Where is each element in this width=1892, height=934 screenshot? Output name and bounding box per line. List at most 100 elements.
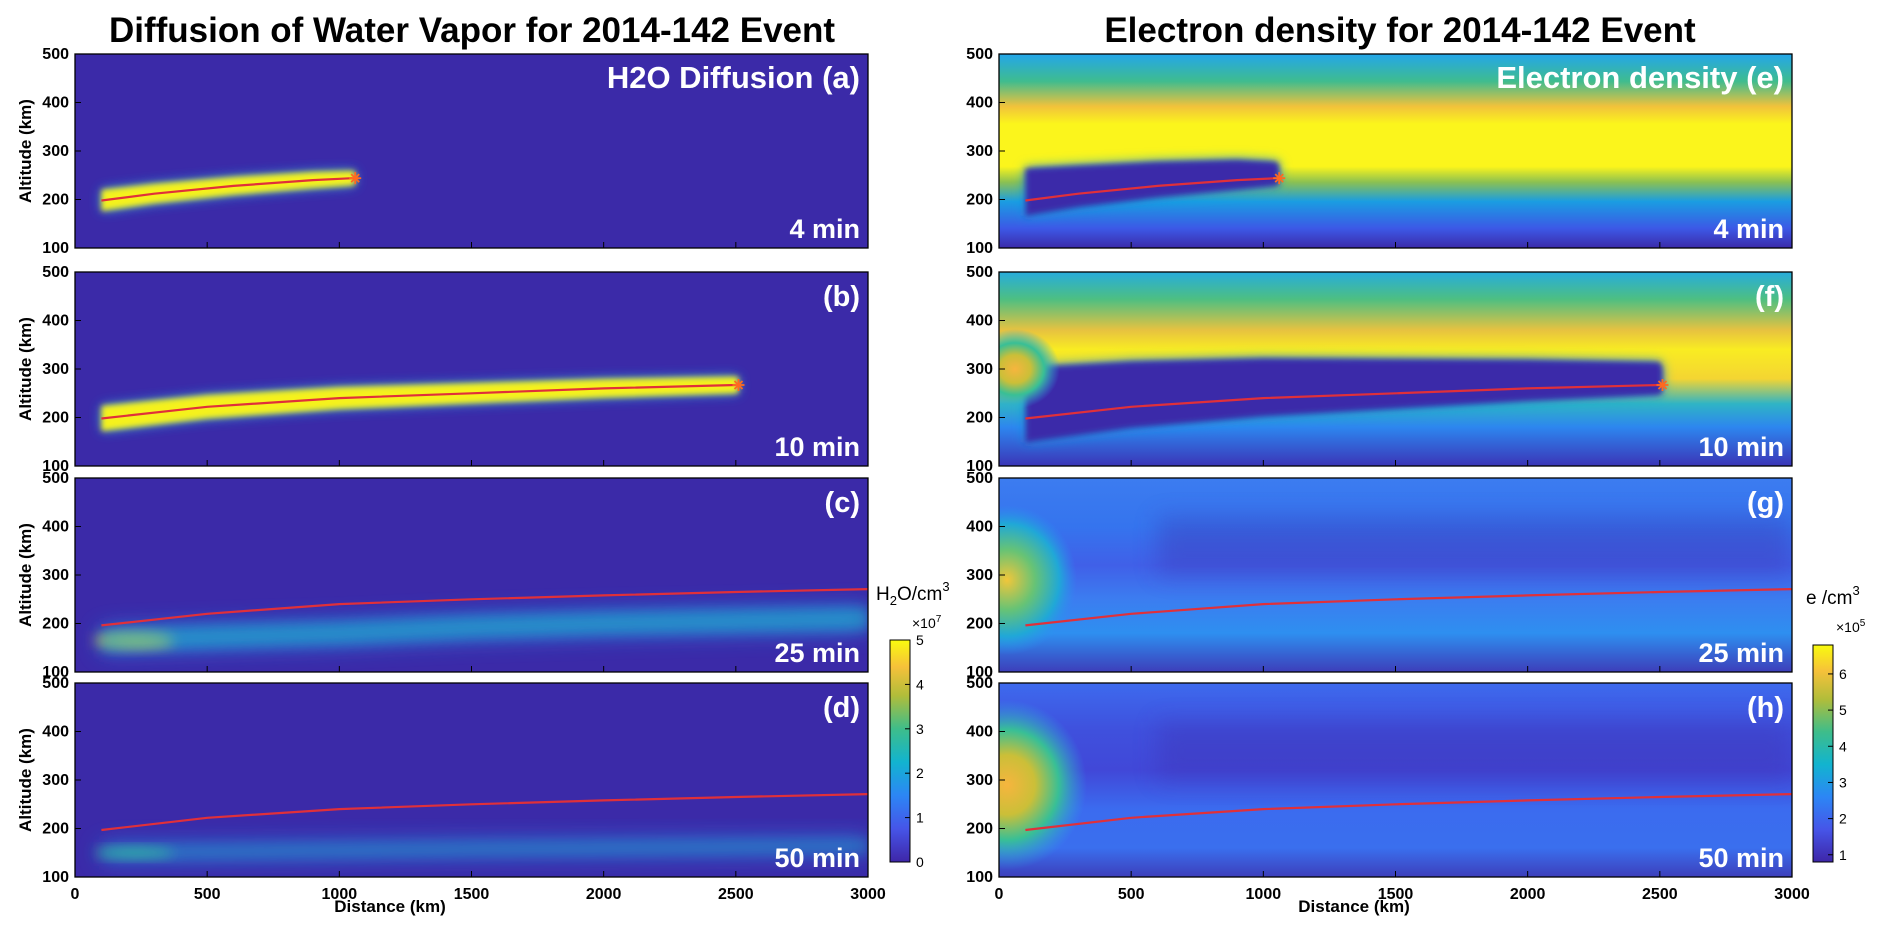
- colorbar-tick-label: 5: [1839, 702, 1847, 718]
- marker-stroke: [350, 173, 360, 183]
- y-tick-label: 200: [966, 821, 993, 838]
- panel-plot-area: [999, 478, 1792, 672]
- colorbar-tick-label: 5: [916, 632, 924, 648]
- y-tick-label: 500: [966, 675, 993, 692]
- panel-h: 100 200 300 400 500 0 500 1000 1500 2000 2500 3000 (…: [966, 675, 1810, 903]
- y-tick-label: 200: [42, 616, 69, 633]
- x-tick-label: 1000: [1246, 886, 1282, 903]
- x-tick-label: 2000: [1510, 886, 1546, 903]
- y-tick-label: 400: [966, 95, 993, 112]
- colorbar-tick-label: 4: [916, 676, 924, 692]
- panel-time-label: 50 min: [774, 843, 860, 873]
- release-point-marker: [1273, 172, 1286, 185]
- trajectory-line: [1025, 588, 1792, 627]
- y-tick-label: 500: [42, 264, 69, 281]
- panel-g: 100 200 300 400 500 (g) 25 min: [966, 470, 1793, 681]
- x-tick-label: 1500: [1378, 886, 1414, 903]
- panel-a: 100 200 300 400 500 Altitude (km) H2O Diffusio…: [16, 46, 869, 257]
- panel-e: 100 200 300 400 500 Electron density (e) 4 min: [966, 46, 1793, 257]
- heatmap-background: [75, 272, 868, 466]
- panel-time-label: 4 min: [1713, 214, 1784, 244]
- panel-header: (c): [825, 487, 860, 519]
- trajectory-line: [101, 588, 868, 627]
- panel-header: H2O Diffusion (a): [607, 60, 860, 95]
- marker-stroke: [1657, 380, 1668, 390]
- y-tick-label: 500: [966, 46, 993, 63]
- x-tick-label: 2500: [718, 886, 754, 903]
- x-tick-label: 500: [194, 886, 221, 903]
- panel-plot-area: [75, 54, 868, 248]
- colorbar-right: 1 2 3 4 5 6 e /cm3 ×105: [1806, 583, 1866, 863]
- y-tick-label: 300: [42, 567, 69, 584]
- panel-header: (h): [1747, 692, 1784, 724]
- right-title: Electron density for 2014-142 Event: [1104, 11, 1696, 50]
- plume-core: [101, 607, 868, 652]
- y-axis-label: Altitude (km): [16, 317, 35, 421]
- y-tick-label: 500: [42, 470, 69, 487]
- colorbars: 0 1 2 3 4 5 H2O/cm3 ×107 1 2 3 4 5 6 e /cm3 ×105: [876, 579, 1866, 870]
- left-title: Diffusion of Water Vapor for 2014-142 Ev…: [109, 11, 835, 50]
- marker-stroke: [733, 380, 744, 390]
- x-tick-label: 3000: [850, 886, 886, 903]
- x-tick-label: 3000: [1774, 886, 1810, 903]
- panel-plot-area: [75, 683, 868, 877]
- panel-time-label: 4 min: [789, 214, 860, 244]
- panel-plot-area: [999, 272, 1792, 466]
- panel-time-label: 25 min: [774, 638, 860, 668]
- x-tick-label: 0: [71, 886, 80, 903]
- heatmap-background: [999, 54, 1792, 248]
- trajectory-line: [101, 793, 868, 832]
- y-tick-label: 100: [42, 240, 69, 257]
- trajectory-line: [1025, 177, 1277, 202]
- panel-time-label: 10 min: [774, 432, 860, 462]
- release-point-marker: [1656, 379, 1669, 392]
- y-tick-label: 200: [42, 821, 69, 838]
- y-tick-label: 100: [966, 458, 993, 475]
- panel-plot-area: [999, 683, 1792, 877]
- y-tick-label: 100: [42, 458, 69, 475]
- panel-time-label: 10 min: [1698, 432, 1784, 462]
- colorbar-multiplier: ×105: [1836, 618, 1866, 635]
- y-tick-label: 500: [966, 264, 993, 281]
- panel-plot-area: [999, 54, 1792, 248]
- y-tick-label: 500: [42, 675, 69, 692]
- y-tick-label: 300: [966, 772, 993, 789]
- y-tick-label: 400: [42, 519, 69, 536]
- y-tick-label: 300: [42, 361, 69, 378]
- y-tick-label: 200: [966, 616, 993, 633]
- colorbar-tick-label: 0: [916, 854, 924, 870]
- x-tick-label: 2000: [586, 886, 622, 903]
- trajectory-line: [101, 383, 736, 420]
- heatmap-background: [75, 54, 868, 248]
- panel-time-label: 25 min: [1698, 638, 1784, 668]
- panel-c: 100 200 300 400 500 Altitude (km) (c) 25 min: [16, 470, 869, 681]
- trajectory-line: [1025, 383, 1660, 420]
- colorbar-tick-label: 1: [1839, 847, 1847, 863]
- right-x-axis-label: Distance (km): [1298, 897, 1409, 916]
- x-tick-label: 1000: [322, 886, 358, 903]
- colorbar-title: e /cm3: [1806, 583, 1860, 609]
- y-tick-label: 300: [42, 772, 69, 789]
- y-tick-label: 300: [966, 361, 993, 378]
- trajectory-line: [101, 177, 353, 202]
- plume-core: [101, 839, 868, 860]
- y-tick-label: 200: [966, 192, 993, 209]
- colorbar-tick-label: 3: [916, 721, 924, 737]
- y-tick-label: 500: [966, 470, 993, 487]
- panel-plot-area: [75, 272, 868, 466]
- panel-plot-area: [75, 478, 868, 672]
- y-tick-label: 400: [966, 724, 993, 741]
- y-tick-label: 400: [42, 95, 69, 112]
- colorbar-tick-label: 1: [916, 810, 924, 826]
- colorbar-tick-label: 3: [1839, 774, 1847, 790]
- x-tick-label: 2500: [1642, 886, 1678, 903]
- colorbar-tick-label: 4: [1839, 738, 1847, 754]
- panel-d: 100 200 300 400 500 0 500 1000 1500 2000 2500 3000 A…: [16, 675, 886, 903]
- y-tick-label: 300: [966, 567, 993, 584]
- y-tick-label: 400: [966, 519, 993, 536]
- colorbar-tick-label: 2: [1839, 811, 1847, 827]
- y-tick-label: 400: [42, 313, 69, 330]
- x-tick-label: 0: [995, 886, 1004, 903]
